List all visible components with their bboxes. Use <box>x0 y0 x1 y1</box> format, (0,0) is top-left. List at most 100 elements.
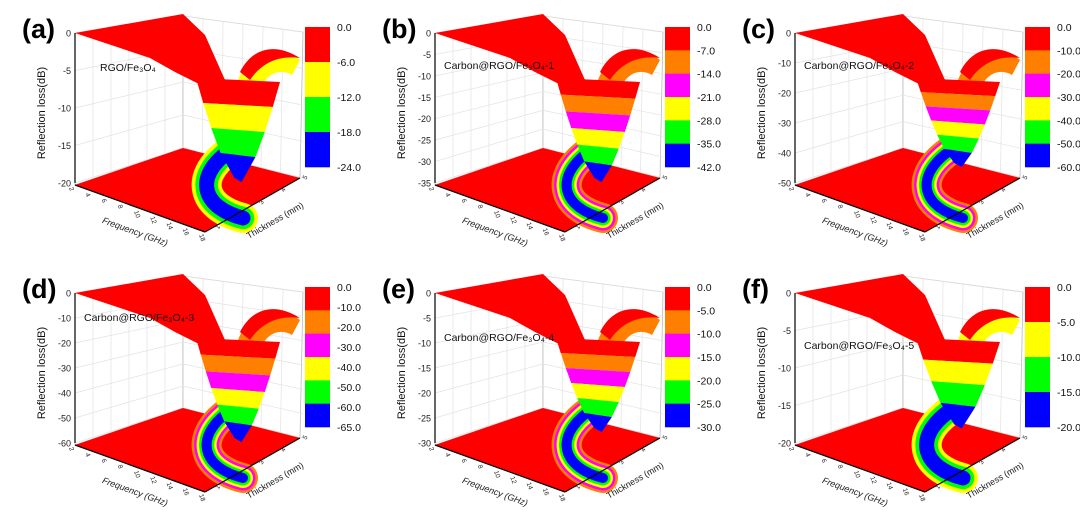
z-axis-title: Reflection loss(dB) <box>36 67 48 159</box>
thickness-tick-label: 1 <box>934 224 942 231</box>
z-tick-label: 0 <box>426 29 431 39</box>
z-tick-label: 0 <box>426 289 431 299</box>
legend-level-label: -10.0 <box>1057 352 1080 364</box>
surface-band <box>944 148 972 167</box>
z-axis-title: Reflection loss(dB) <box>36 327 48 419</box>
legend-level-label: 0.0 <box>697 22 712 34</box>
frequency-tick-label: 4 <box>803 452 811 458</box>
floor-projection <box>795 408 1020 492</box>
surface-top-sheet <box>75 274 225 352</box>
frequency-tick-label: 14 <box>885 482 894 492</box>
surface-right-lobe-top <box>960 49 1020 80</box>
thickness-tick-label: 4 <box>640 186 648 193</box>
z-tick-label: -5 <box>423 314 431 324</box>
legend-level-label: -30.0 <box>337 342 361 354</box>
frequency-tick-label: 8 <box>836 204 844 210</box>
thickness-tick-label: 1 <box>214 484 222 491</box>
surface-top-sheet <box>795 274 945 352</box>
legend-level-label: -5.0 <box>697 305 715 317</box>
z-tick-label: -10 <box>418 339 431 349</box>
floor-contour-band <box>199 144 251 226</box>
panel-label: (c) <box>742 14 775 44</box>
frequency-tick-label: 6 <box>460 198 468 204</box>
z-tick-label: -30 <box>418 439 431 449</box>
surface-band <box>565 368 631 387</box>
frequency-tick-label: 8 <box>836 464 844 470</box>
surface-band <box>224 421 252 442</box>
frequency-axis <box>434 184 566 233</box>
legend-level-label: -25.0 <box>697 399 721 411</box>
surface-band <box>584 161 612 182</box>
legend-level-label: 0.0 <box>1057 282 1072 294</box>
surface-band <box>196 78 280 107</box>
legend-color-box <box>665 380 690 404</box>
floor-contour-band <box>561 407 608 483</box>
z-tick-label: -10 <box>58 104 71 114</box>
frequency-tick-label: 2 <box>67 186 75 192</box>
z-tick-label: -35 <box>418 179 431 189</box>
legend-level-label: 0.0 <box>337 282 352 294</box>
z-tick-label: -25 <box>418 136 431 146</box>
surface-band <box>577 144 619 166</box>
floor-projection <box>435 408 660 492</box>
frequency-axis <box>794 444 926 493</box>
surface-right-lobe-top <box>600 49 660 80</box>
frequency-tick-label: 10 <box>852 210 861 220</box>
legend-color-box <box>1025 322 1050 358</box>
z-tick-label: -40 <box>778 149 791 159</box>
sample-name: Carbon@RGO/Fe₃O₄-5 <box>804 340 915 352</box>
panel-f: 0 -5 -10 -15 -20 Reflection loss(dB) 2 4 6 8 10 12 1… <box>720 260 1080 520</box>
z-tick-label: -20 <box>778 439 791 449</box>
panel-e: 0 -5 -10 -15 -20 -25 -30 Reflection loss(dB) 2 4 6… <box>360 260 721 520</box>
legend-color-box <box>305 132 330 168</box>
frequency-axis <box>74 444 206 493</box>
frequency-tick-label: 8 <box>476 464 484 470</box>
z-tick-label: -30 <box>418 157 431 167</box>
frequency-tick-label: 10 <box>492 210 501 220</box>
legend-level-label: -28.0 <box>697 115 721 127</box>
thickness-tick-label: 4 <box>1000 186 1008 193</box>
legend-color-box <box>1025 287 1050 323</box>
z-tick-label: 0 <box>66 29 71 39</box>
sample-name: Carbon@RGO/Fe₃O₄-2 <box>804 60 915 72</box>
legend-level-label: -40.0 <box>337 362 361 374</box>
z-tick-label: -10 <box>778 59 791 69</box>
surface-band <box>916 338 1000 364</box>
frequency-tick-label: 8 <box>476 204 484 210</box>
frequency-axis-title: Frequency (GHz) <box>821 475 889 508</box>
z-tick-label: -5 <box>423 50 431 60</box>
z-tick-label: -20 <box>418 114 431 124</box>
legend-level-label: -10.0 <box>697 329 721 341</box>
thickness-tick-label: 5 <box>1022 174 1030 181</box>
grid-line <box>434 128 664 162</box>
surface-band <box>940 402 976 429</box>
surface-band <box>916 78 1000 97</box>
legend-color-box <box>665 97 690 121</box>
floor-contour-band <box>561 147 608 223</box>
frequency-axis-title: Frequency (GHz) <box>101 215 169 248</box>
floor-contour-band <box>919 404 971 486</box>
legend-color-box <box>305 403 330 428</box>
z-tick-label: -30 <box>58 364 71 374</box>
legend-level-label: -20.0 <box>337 322 361 334</box>
z-tick-label: -15 <box>778 401 791 411</box>
legend-level-label: -65.0 <box>337 422 361 434</box>
legend-color-box <box>305 310 330 334</box>
legend-color-box <box>305 357 330 381</box>
thickness-axis <box>204 177 301 233</box>
frequency-tick-label: 18 <box>197 493 206 503</box>
frequency-tick-label: 4 <box>83 452 91 458</box>
panel-label: (a) <box>22 14 55 44</box>
panel-c: 0 -10 -20 -30 -40 -50 Reflection loss(dB) 2 4 6 8 1… <box>720 0 1080 260</box>
floor-projection <box>795 148 1020 232</box>
z-tick-label: -50 <box>58 414 71 424</box>
surface-top-sheet <box>795 14 945 92</box>
z-tick-label: -50 <box>778 179 791 189</box>
frequency-axis-title: Frequency (GHz) <box>101 475 169 508</box>
sample-name: RGO/Fe₃O₄ <box>100 62 156 74</box>
thickness-tick-label: 1 <box>574 224 582 231</box>
frequency-axis <box>434 444 566 493</box>
frequency-tick-label: 2 <box>787 186 795 192</box>
legend-color-box <box>305 27 330 63</box>
